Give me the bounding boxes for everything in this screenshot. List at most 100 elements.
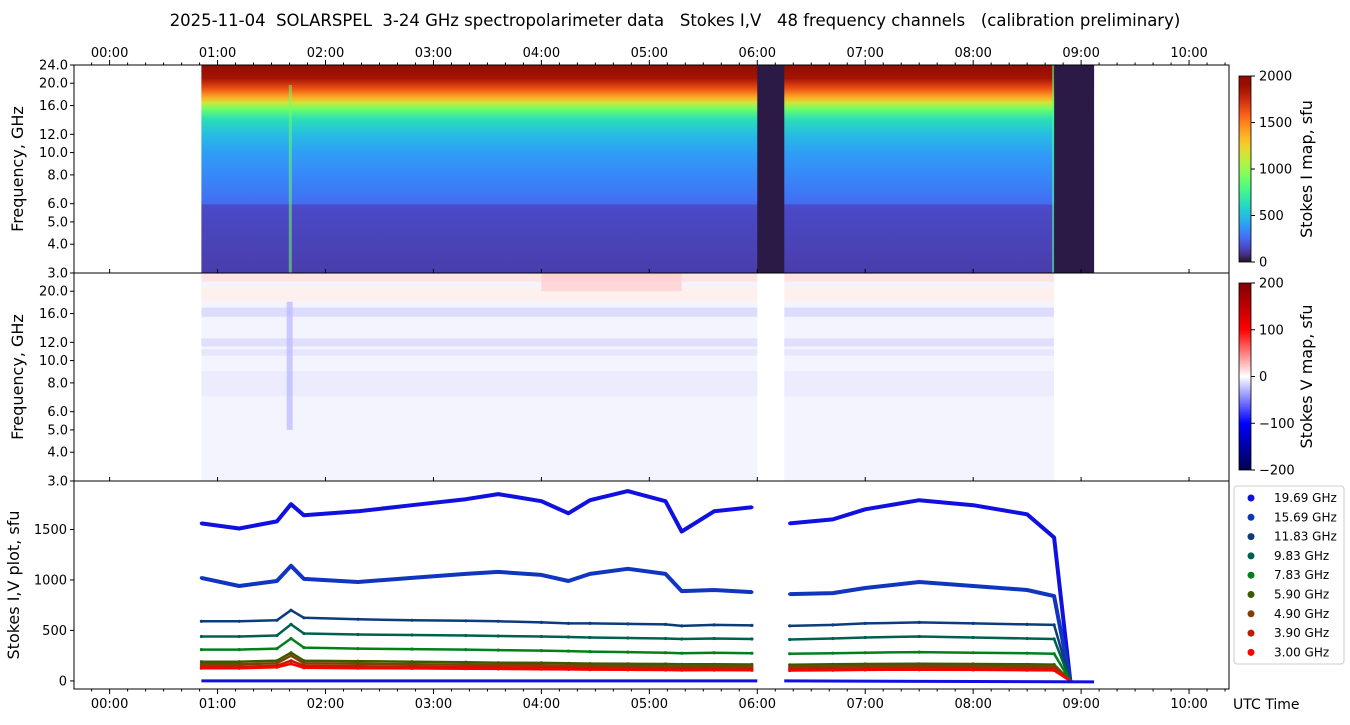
data-point bbox=[496, 663, 500, 667]
data-point bbox=[831, 623, 835, 627]
data-point bbox=[539, 661, 544, 665]
data-point bbox=[626, 622, 630, 626]
data-point bbox=[566, 667, 571, 672]
data-point bbox=[712, 509, 716, 513]
data-point bbox=[588, 498, 592, 502]
data-point bbox=[663, 668, 668, 672]
bottom-time-tick-label: 00:00 bbox=[91, 697, 128, 712]
data-point bbox=[750, 651, 754, 655]
data-point bbox=[539, 499, 544, 503]
data-point bbox=[275, 618, 279, 622]
data-point bbox=[464, 667, 468, 671]
data-point bbox=[588, 664, 592, 668]
data-point bbox=[237, 584, 241, 588]
top-time-tick-label: 05:00 bbox=[631, 46, 668, 61]
stokes-v-band bbox=[201, 371, 1055, 397]
series-trace bbox=[789, 662, 1072, 682]
freq-tick-label: 6.0 bbox=[47, 197, 68, 212]
data-point bbox=[496, 570, 500, 574]
legend-label: 5.90 GHz bbox=[1274, 588, 1329, 602]
data-point bbox=[289, 636, 293, 641]
data-point bbox=[626, 489, 630, 493]
freq-tick-label: 8.0 bbox=[47, 376, 68, 391]
colorbar-tick-label: −200 bbox=[1259, 464, 1295, 479]
data-point bbox=[237, 666, 241, 670]
data-point bbox=[237, 526, 241, 531]
data-point bbox=[831, 664, 835, 668]
data-point bbox=[971, 584, 975, 588]
data-point bbox=[971, 635, 975, 640]
top-time-tick-label: 09:00 bbox=[1062, 46, 1099, 61]
freq-tick-label: 16.0 bbox=[39, 307, 68, 322]
series-trace bbox=[789, 666, 1072, 682]
data-point bbox=[750, 623, 754, 628]
data-point bbox=[1052, 637, 1056, 641]
series-3-00-ghz bbox=[199, 662, 1072, 683]
stokes-i-burst bbox=[288, 85, 292, 273]
freq-tick-label: 3.0 bbox=[47, 475, 68, 490]
data-point bbox=[917, 580, 921, 584]
series-trace bbox=[789, 580, 1073, 682]
stokes-v-heatmap bbox=[201, 273, 1095, 481]
sfu-tick-label: 1500 bbox=[34, 523, 67, 538]
data-point bbox=[588, 668, 592, 672]
data-point bbox=[275, 579, 279, 583]
data-point bbox=[289, 502, 293, 506]
series-trace bbox=[789, 498, 1073, 682]
data-point bbox=[496, 648, 500, 652]
data-point bbox=[539, 649, 544, 653]
colorbar-label: Stokes V map, sfu bbox=[1297, 304, 1316, 448]
data-point bbox=[302, 577, 306, 581]
stokes-v-trace bbox=[201, 679, 1095, 684]
data-point bbox=[1052, 535, 1056, 540]
data-point bbox=[971, 664, 975, 668]
data-point bbox=[680, 664, 684, 669]
legend-marker bbox=[1247, 513, 1255, 521]
data-point bbox=[496, 667, 500, 671]
stokes-i-gap bbox=[757, 65, 785, 273]
data-point bbox=[356, 666, 360, 670]
bottom-time-tick-label: 01:00 bbox=[199, 697, 236, 712]
series-trace bbox=[789, 668, 1071, 682]
legend-label: 3.90 GHz bbox=[1274, 626, 1329, 640]
data-point bbox=[566, 621, 571, 626]
data-point bbox=[302, 616, 306, 620]
data-point bbox=[788, 592, 792, 596]
data-point bbox=[831, 651, 835, 655]
data-point bbox=[464, 648, 468, 652]
data-point bbox=[199, 634, 203, 639]
top-time-tick-label: 04:00 bbox=[523, 46, 560, 61]
data-point bbox=[588, 650, 592, 654]
data-point bbox=[750, 668, 754, 672]
data-point bbox=[356, 617, 360, 621]
sfu-tick-label: 1000 bbox=[34, 573, 67, 588]
freq-tick-label: 10.0 bbox=[39, 146, 68, 161]
stokes-v-band bbox=[541, 273, 682, 292]
series-19-69-ghz bbox=[199, 489, 1073, 683]
colorbar-tick-label: 1500 bbox=[1259, 116, 1292, 131]
data-point bbox=[289, 662, 293, 666]
data-point bbox=[464, 572, 468, 576]
freq-tick-label: 4.0 bbox=[47, 238, 68, 253]
data-point bbox=[788, 668, 792, 673]
data-point bbox=[626, 636, 630, 640]
data-point bbox=[1052, 594, 1056, 598]
data-point bbox=[1025, 651, 1029, 655]
panel-frame bbox=[73, 480, 1230, 690]
data-point bbox=[680, 529, 684, 534]
data-point bbox=[712, 636, 716, 641]
data-point bbox=[917, 620, 921, 625]
data-point bbox=[356, 659, 360, 663]
bottom-time-tick-label: 02:00 bbox=[307, 697, 344, 712]
data-point bbox=[464, 663, 468, 667]
data-point bbox=[275, 519, 279, 524]
data-point bbox=[539, 663, 544, 667]
sfu-tick-label: 0 bbox=[59, 674, 67, 689]
legend-label: 4.90 GHz bbox=[1274, 607, 1329, 621]
data-point bbox=[566, 511, 571, 515]
data-point bbox=[356, 509, 360, 513]
data-point bbox=[663, 664, 668, 668]
stokes-i-gap bbox=[1054, 65, 1095, 273]
data-point bbox=[410, 633, 414, 637]
series-11-83-ghz bbox=[199, 608, 1072, 683]
